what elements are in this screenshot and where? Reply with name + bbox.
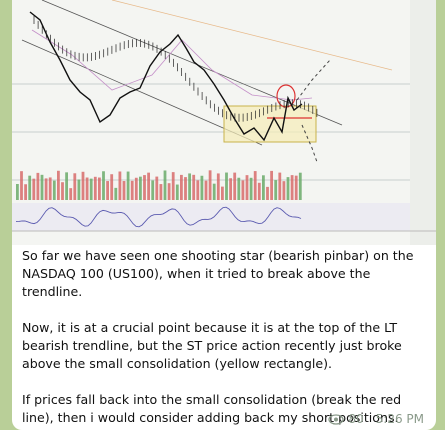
volume-bar	[257, 182, 261, 200]
volume-bar	[196, 180, 200, 200]
ma-line	[111, 0, 393, 71]
volume-bar	[266, 186, 269, 200]
volume-bar	[52, 180, 56, 200]
volume-bar	[89, 178, 93, 200]
volume-bar	[221, 186, 224, 200]
volume-bar	[32, 178, 36, 200]
volume-bar	[48, 177, 52, 200]
volume-bar	[282, 181, 286, 200]
volume-bar	[126, 171, 130, 200]
volume-bar	[237, 177, 241, 200]
volume-bar	[57, 170, 60, 200]
volume-bar	[241, 180, 245, 200]
volume-bar	[249, 177, 253, 200]
volume-bar	[143, 175, 146, 200]
oscillator-panel	[12, 203, 410, 231]
volume-bar	[270, 170, 273, 200]
volume-bar	[180, 174, 183, 200]
volume-bar	[122, 181, 126, 200]
volume-bar	[233, 172, 237, 200]
volume-bar	[167, 183, 171, 200]
volume-bar	[130, 180, 134, 200]
volume-bar	[118, 171, 122, 200]
message-text: So far we have seen one shooting star (b…	[22, 247, 430, 430]
volume-bar	[36, 172, 40, 200]
volume-bar	[163, 170, 167, 200]
volume-bar	[110, 174, 114, 200]
projection-up	[296, 59, 331, 101]
paragraph: Now, it is at a crucial point because it…	[22, 320, 402, 371]
volume-bar	[204, 180, 208, 200]
volume-bar	[155, 176, 159, 200]
consolidation-box	[223, 105, 317, 143]
volume-bar	[245, 175, 249, 200]
volume-bar	[225, 172, 228, 200]
views-count: 80	[348, 412, 364, 426]
volume-bar	[134, 177, 138, 200]
volume-bar	[77, 179, 81, 200]
volume-bar	[286, 177, 290, 200]
volume-bar	[69, 188, 73, 200]
volume-bar	[61, 182, 64, 200]
volume-bar	[290, 175, 294, 200]
volume-bar	[106, 181, 109, 200]
volume-bar	[114, 187, 118, 200]
volume-bar	[44, 178, 48, 200]
volume-bars	[16, 170, 302, 200]
volume-bar	[151, 180, 155, 200]
volume-bar	[294, 175, 298, 200]
volume-bar	[40, 174, 44, 200]
volume-bar	[147, 172, 150, 200]
volume-bar	[274, 180, 278, 200]
message-bubble: So far we have seen one shooting star (b…	[12, 0, 436, 430]
volume-bar	[139, 176, 142, 200]
volume-bar	[85, 177, 89, 200]
volume-bar	[98, 177, 101, 200]
price-path	[29, 11, 303, 142]
volume-bar	[188, 173, 191, 200]
volume-bar	[28, 175, 32, 200]
volume-bar	[93, 176, 97, 200]
volume-bar	[278, 172, 282, 200]
candles	[33, 16, 318, 122]
price-scale	[410, 0, 436, 245]
volume-bar	[262, 175, 265, 200]
volume-bar	[73, 173, 77, 200]
oscillator-line	[15, 206, 302, 228]
timestamp: 5:26 PM	[375, 412, 424, 426]
trendline	[21, 39, 263, 146]
volume-bar	[184, 177, 187, 200]
volume-bar	[171, 172, 175, 200]
volume-bar	[65, 172, 68, 200]
paragraph: So far we have seen one shooting star (b…	[22, 248, 414, 299]
views-icon	[328, 413, 345, 425]
volume-bar	[102, 171, 105, 200]
volume-bar	[24, 184, 27, 200]
projection-down	[301, 124, 318, 163]
volume-bar	[208, 170, 212, 200]
volume-bar	[192, 174, 196, 200]
volume-bar	[253, 171, 257, 200]
ma-line	[31, 29, 313, 101]
volume-bar	[298, 172, 302, 200]
volume-bar	[81, 171, 85, 200]
volume-bar	[20, 171, 23, 200]
volume-bar	[216, 173, 220, 200]
volume-bar	[159, 184, 163, 200]
paragraph: If prices fall back into the small conso…	[22, 392, 402, 425]
volume-bar	[200, 175, 204, 200]
message-meta: 80 5:26 PM	[328, 412, 424, 426]
volume-bar	[16, 184, 19, 200]
volume-bar	[175, 184, 179, 200]
volume-bar	[212, 183, 216, 200]
chart-image[interactable]	[12, 0, 436, 245]
volume-bar	[229, 178, 232, 200]
